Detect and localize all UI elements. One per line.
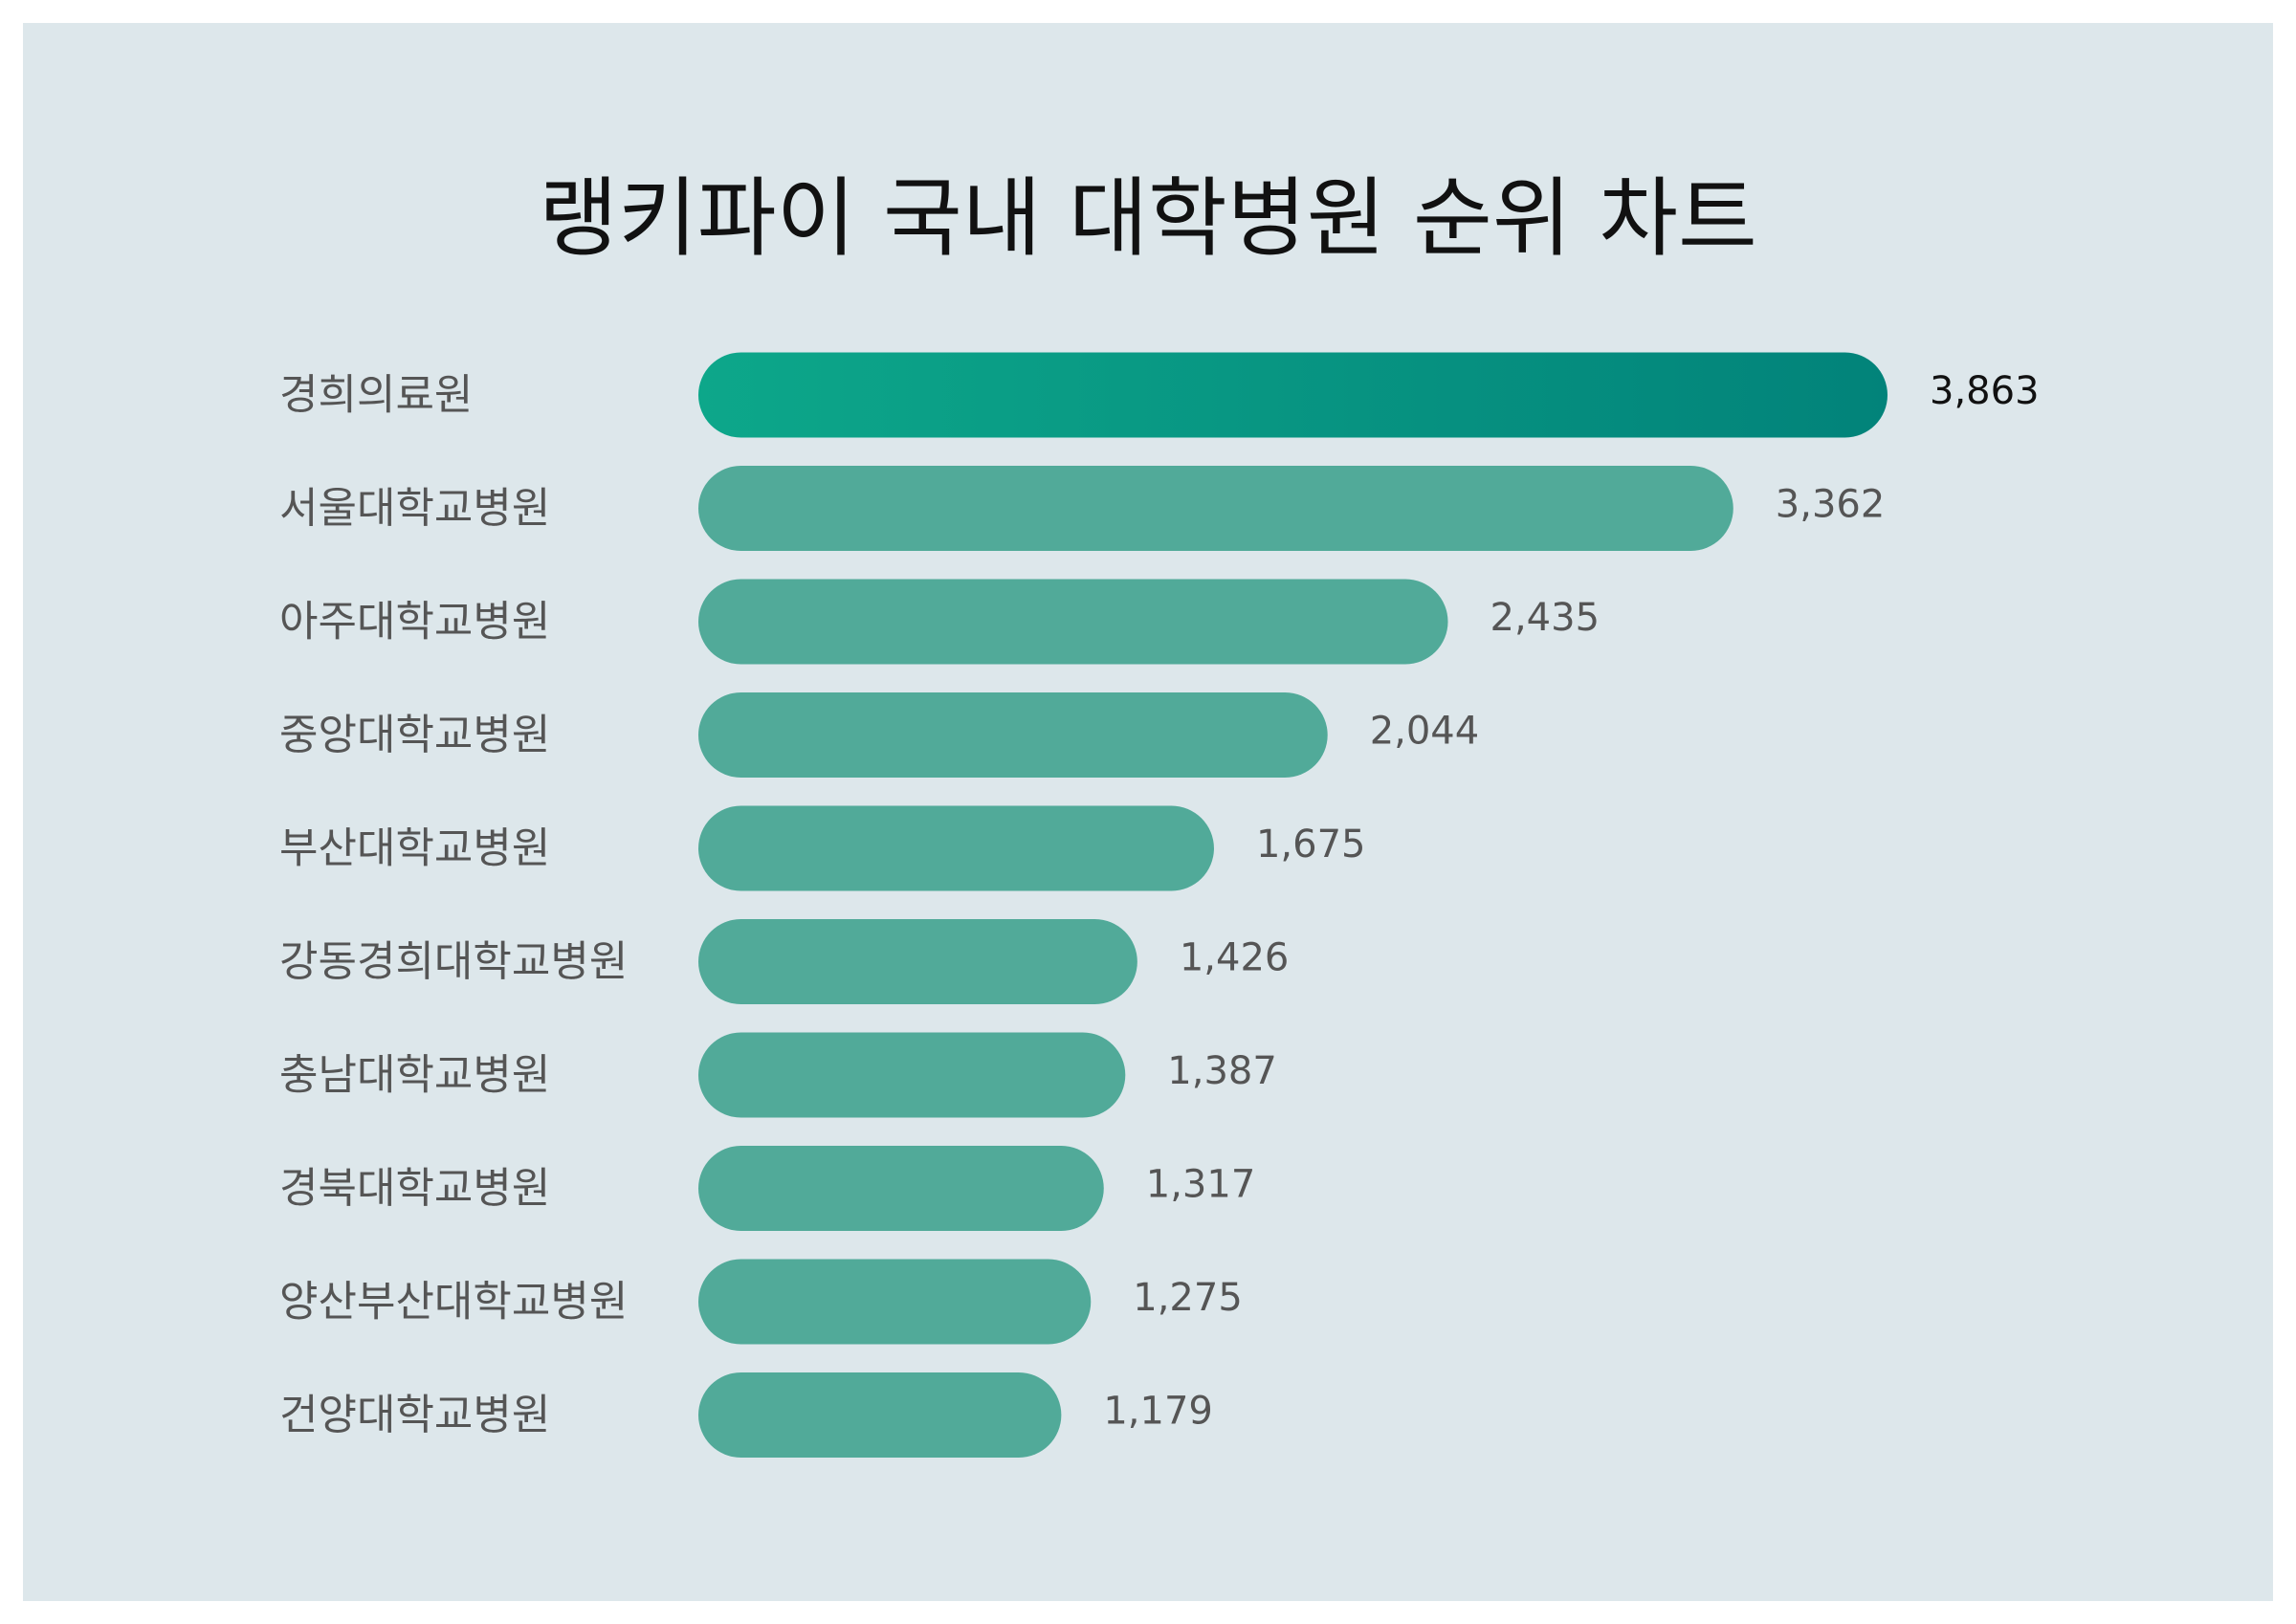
bar: [698, 919, 1137, 1004]
category-label: 강동경희대학교병원: [279, 937, 628, 986]
value-label: 1,675: [1256, 823, 1366, 867]
category-label: 아주대학교병원: [279, 598, 550, 647]
value-label: 2,044: [1370, 710, 1480, 754]
category-label: 경희의료원: [279, 371, 473, 420]
category-label: 서울대학교병원: [279, 484, 550, 533]
value-label: 3,863: [1930, 369, 2040, 413]
value-label: 1,179: [1103, 1390, 1213, 1434]
category-label: 충남대학교병원: [279, 1051, 550, 1100]
bar: [698, 692, 1328, 778]
bar: [698, 1259, 1092, 1345]
chart-title: 랭키파이 국내 대학병원 순위 차트: [539, 168, 1757, 269]
value-label: 1,317: [1146, 1163, 1256, 1207]
bar: [698, 579, 1448, 665]
category-label: 양산부산대학교병원: [279, 1278, 628, 1327]
value-label: 3,362: [1776, 483, 1886, 527]
value-label: 1,426: [1180, 936, 1290, 980]
category-label: 경북대학교병원: [279, 1164, 550, 1213]
bar: [698, 1372, 1062, 1458]
bar: [698, 1146, 1104, 1231]
bar-highlight: [698, 352, 1888, 438]
category-label: 건양대학교병원: [279, 1391, 550, 1439]
category-label: 부산대학교병원: [279, 824, 550, 873]
value-label: 1,387: [1167, 1049, 1277, 1093]
value-label: 1,275: [1133, 1276, 1243, 1320]
bar: [698, 1032, 1126, 1118]
category-label: 중앙대학교병원: [279, 711, 550, 759]
bar: [698, 466, 1733, 551]
bars-layer: 경희의료원 3,863 서울대학교병원 3,362 아주대학교병원 2,435 중앙대학교병…: [279, 352, 2040, 1458]
bar: [698, 805, 1214, 891]
value-label: 2,435: [1490, 596, 1601, 640]
